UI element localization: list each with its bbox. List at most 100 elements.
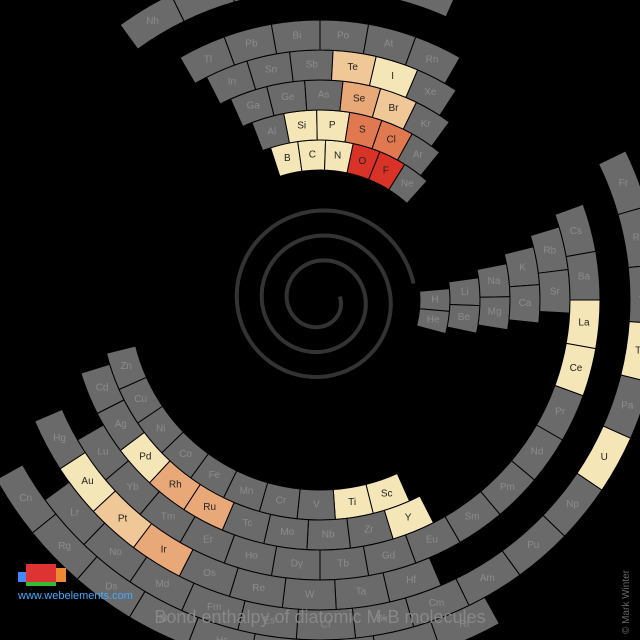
element-symbol-Nb: Nb xyxy=(322,529,335,540)
element-symbol-W: W xyxy=(305,589,315,600)
element-symbol-Lr: Lr xyxy=(70,508,80,519)
element-symbol-Os: Os xyxy=(203,568,216,579)
chart-title: Bond enthalpy of diatomic M-B molecules xyxy=(0,607,640,628)
element-symbol-Pm: Pm xyxy=(500,482,515,493)
element-symbol-U: U xyxy=(601,452,608,463)
element-symbol-No: No xyxy=(109,547,122,558)
element-symbol-Lu: Lu xyxy=(97,446,108,457)
element-symbol-Er: Er xyxy=(203,535,214,546)
element-symbol-In: In xyxy=(228,77,236,88)
logo-block xyxy=(26,582,56,586)
element-symbol-P: P xyxy=(329,120,336,131)
element-symbol-Ba: Ba xyxy=(578,271,591,282)
element-symbol-At: At xyxy=(384,39,394,50)
element-symbol-Am: Am xyxy=(480,573,495,584)
element-symbol-Rb: Rb xyxy=(543,246,556,257)
element-symbol-Rg: Rg xyxy=(58,541,71,552)
element-symbol-La: La xyxy=(578,318,590,329)
element-symbol-N: N xyxy=(334,151,341,162)
element-symbol-Ce: Ce xyxy=(570,363,583,374)
element-symbol-Be: Be xyxy=(458,312,471,323)
element-symbol-Rh: Rh xyxy=(169,480,182,491)
element-symbol-Kr: Kr xyxy=(421,119,432,130)
element-symbol-V: V xyxy=(313,499,320,510)
element-symbol-Ag: Ag xyxy=(115,419,127,430)
element-symbol-Br: Br xyxy=(388,103,399,114)
element-symbol-Re: Re xyxy=(252,583,265,594)
element-symbol-Fe: Fe xyxy=(209,470,221,481)
element-symbol-Pd: Pd xyxy=(139,452,151,463)
element-symbol-Mn: Mn xyxy=(240,486,254,497)
element-symbol-C: C xyxy=(309,150,316,161)
element-symbol-I: I xyxy=(391,71,394,82)
element-symbol-Dy: Dy xyxy=(291,558,303,569)
webelements-logo: www.webelements.com xyxy=(18,564,133,602)
element-symbol-Ga: Ga xyxy=(247,101,261,112)
element-cell-Og[interactable] xyxy=(395,0,458,17)
logo-block xyxy=(56,568,66,582)
element-symbol-Th: Th xyxy=(635,345,640,356)
element-symbol-Hg: Hg xyxy=(53,433,66,444)
element-symbol-He: He xyxy=(427,314,440,325)
element-symbol-Pt: Pt xyxy=(118,514,128,525)
element-symbol-Se: Se xyxy=(353,93,366,104)
element-symbol-Tm: Tm xyxy=(161,512,175,523)
element-symbol-F: F xyxy=(383,165,389,176)
element-symbol-S: S xyxy=(359,125,366,136)
element-symbol-Ru: Ru xyxy=(203,502,216,513)
element-symbol-Y: Y xyxy=(405,512,412,523)
element-symbol-Sb: Sb xyxy=(306,60,319,71)
element-symbol-Eu: Eu xyxy=(426,535,438,546)
element-symbol-Xe: Xe xyxy=(424,87,437,98)
element-symbol-H: H xyxy=(431,295,438,306)
element-symbol-As: As xyxy=(318,90,330,101)
element-symbol-Ar: Ar xyxy=(413,149,424,160)
element-symbol-Mg: Mg xyxy=(488,307,502,318)
element-symbol-Ni: Ni xyxy=(156,424,165,435)
element-symbol-Pu: Pu xyxy=(527,540,539,551)
element-symbol-Tl: Tl xyxy=(204,54,212,65)
element-symbol-Ir: Ir xyxy=(161,545,168,556)
element-symbol-Ne: Ne xyxy=(401,179,414,190)
inner-spiral xyxy=(237,211,414,377)
copyright-credit: © Mark Winter xyxy=(621,570,632,634)
element-symbol-Hs: Hs xyxy=(216,636,228,640)
element-symbol-Ho: Ho xyxy=(245,550,258,561)
element-symbol-Hf: Hf xyxy=(406,575,416,586)
element-symbol-Cl: Cl xyxy=(386,135,395,146)
element-symbol-Ge: Ge xyxy=(281,92,295,103)
element-symbol-Cn: Cn xyxy=(19,493,32,504)
element-cell-Mc[interactable] xyxy=(226,0,287,2)
element-symbol-Zr: Zr xyxy=(364,524,374,535)
element-symbol-Pa: Pa xyxy=(621,400,634,411)
element-symbol-B: B xyxy=(284,153,291,164)
element-symbol-Rn: Rn xyxy=(426,54,439,65)
element-symbol-Ti: Ti xyxy=(348,497,356,508)
element-symbol-Pr: Pr xyxy=(555,406,566,417)
element-symbol-Sn: Sn xyxy=(265,65,277,76)
logo-block xyxy=(18,572,26,582)
element-symbol-Nd: Nd xyxy=(531,446,544,457)
element-symbol-Zn: Zn xyxy=(120,361,132,372)
element-symbol-Al: Al xyxy=(267,126,276,137)
element-symbol-Fr: Fr xyxy=(619,178,629,189)
element-symbol-Np: Np xyxy=(566,499,579,510)
element-symbol-Yb: Yb xyxy=(126,482,139,493)
element-symbol-Nh: Nh xyxy=(146,16,159,27)
element-symbol-Au: Au xyxy=(81,476,93,487)
element-symbol-Cr: Cr xyxy=(276,496,287,507)
element-symbol-Cu: Cu xyxy=(134,394,147,405)
logo-url[interactable]: www.webelements.com xyxy=(18,590,133,602)
spiral-periodic-table: HHeLiBeBCNOFNeNaMgAlSiPSClArKCaScTiVCrMn… xyxy=(0,0,640,640)
element-symbol-Cs: Cs xyxy=(570,226,582,237)
element-symbol-Na: Na xyxy=(488,276,501,287)
element-symbol-Te: Te xyxy=(347,62,358,73)
element-symbol-Ca: Ca xyxy=(519,298,532,309)
element-symbol-Ta: Ta xyxy=(356,587,367,598)
element-symbol-Sr: Sr xyxy=(550,286,561,297)
element-symbol-Sc: Sc xyxy=(381,488,393,499)
element-symbol-Md: Md xyxy=(155,579,169,590)
logo-block xyxy=(26,564,56,582)
element-symbol-Tc: Tc xyxy=(242,518,252,529)
element-symbol-O: O xyxy=(359,156,367,167)
